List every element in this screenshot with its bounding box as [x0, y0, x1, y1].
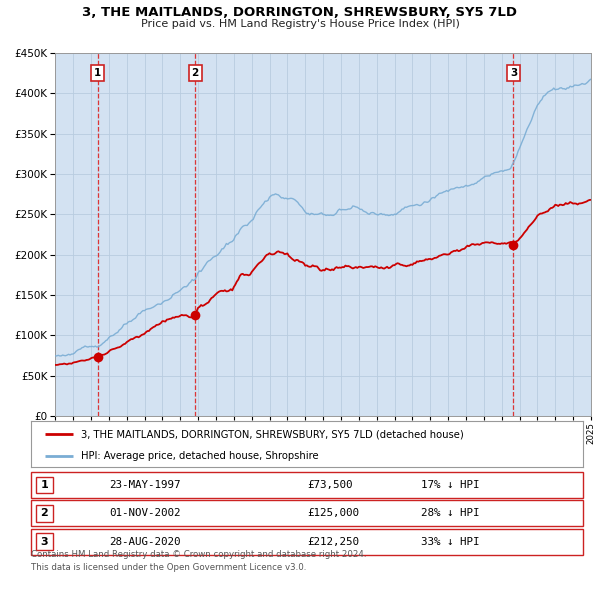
- Text: 17% ↓ HPI: 17% ↓ HPI: [421, 480, 480, 490]
- Text: This data is licensed under the Open Government Licence v3.0.: This data is licensed under the Open Gov…: [31, 563, 307, 572]
- Text: 1: 1: [94, 68, 101, 78]
- Text: 23-MAY-1997: 23-MAY-1997: [109, 480, 181, 490]
- Text: 28-AUG-2020: 28-AUG-2020: [109, 537, 181, 546]
- Text: HPI: Average price, detached house, Shropshire: HPI: Average price, detached house, Shro…: [81, 451, 319, 461]
- Bar: [514, 53, 591, 416]
- Text: 3: 3: [41, 537, 48, 546]
- Text: 2: 2: [41, 509, 48, 518]
- Text: £212,250: £212,250: [307, 537, 359, 546]
- Text: 2: 2: [191, 68, 199, 78]
- Text: 1: 1: [41, 480, 48, 490]
- Text: 28% ↓ HPI: 28% ↓ HPI: [421, 509, 480, 518]
- Text: 01-NOV-2002: 01-NOV-2002: [109, 509, 181, 518]
- Bar: [98, 53, 195, 416]
- Text: 3: 3: [510, 68, 517, 78]
- Text: £73,500: £73,500: [307, 480, 353, 490]
- Text: 3, THE MAITLANDS, DORRINGTON, SHREWSBURY, SY5 7LD (detached house): 3, THE MAITLANDS, DORRINGTON, SHREWSBURY…: [81, 429, 464, 439]
- Text: £125,000: £125,000: [307, 509, 359, 518]
- Text: Contains HM Land Registry data © Crown copyright and database right 2024.: Contains HM Land Registry data © Crown c…: [31, 550, 367, 559]
- Bar: [55, 53, 98, 416]
- Bar: [195, 53, 514, 416]
- Text: Price paid vs. HM Land Registry's House Price Index (HPI): Price paid vs. HM Land Registry's House …: [140, 19, 460, 29]
- Text: 3, THE MAITLANDS, DORRINGTON, SHREWSBURY, SY5 7LD: 3, THE MAITLANDS, DORRINGTON, SHREWSBURY…: [83, 6, 517, 19]
- Text: 33% ↓ HPI: 33% ↓ HPI: [421, 537, 480, 546]
